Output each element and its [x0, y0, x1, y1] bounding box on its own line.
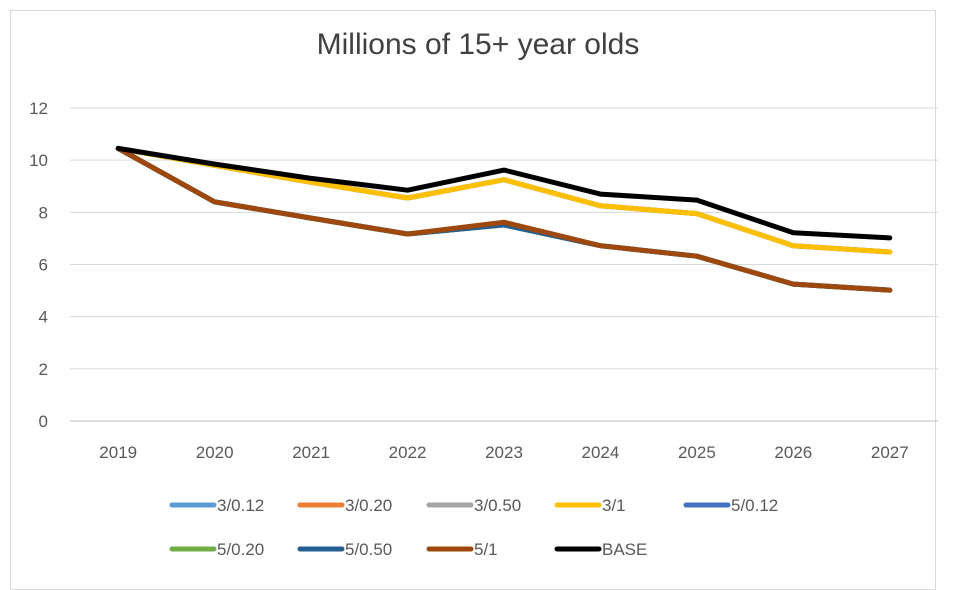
x-tick-label: 2020: [196, 443, 234, 462]
chart-title: Millions of 15+ year olds: [316, 28, 640, 61]
series-line: [115, 145, 893, 255]
chart-frame: [10, 10, 936, 590]
legend-label: BASE: [602, 540, 647, 559]
legend-label: 5/0.50: [345, 540, 392, 559]
x-tick-label: 2026: [774, 443, 812, 462]
x-tick-label: 2027: [871, 443, 909, 462]
legend-label: 3/1: [602, 496, 626, 515]
series-line: [115, 145, 893, 255]
x-tick-label: 2024: [582, 443, 620, 462]
series-line: [115, 145, 893, 255]
y-tick-label: 12: [29, 99, 48, 118]
y-tick-label: 4: [39, 308, 48, 327]
y-tick-label: 0: [39, 412, 48, 431]
x-tick-label: 2019: [99, 443, 137, 462]
y-tick-label: 6: [39, 256, 48, 275]
y-tick-label: 8: [39, 203, 48, 222]
legend-label: 5/0.20: [217, 540, 264, 559]
x-tick-label: 2025: [678, 443, 716, 462]
y-tick-label: 2: [39, 360, 48, 379]
y-tick-label: 10: [29, 151, 48, 170]
x-tick-label: 2021: [292, 443, 330, 462]
series-line: [115, 145, 893, 293]
series-line: [115, 145, 893, 241]
legend-label: 5/1: [474, 540, 498, 559]
legend-label: 5/0.12: [731, 496, 778, 515]
legend-label: 3/0.20: [345, 496, 392, 515]
x-tick-label: 2023: [485, 443, 523, 462]
legend-label: 3/0.12: [217, 496, 264, 515]
legend-label: 3/0.50: [474, 496, 521, 515]
series-line: [115, 145, 893, 255]
x-tick-label: 2022: [389, 443, 427, 462]
